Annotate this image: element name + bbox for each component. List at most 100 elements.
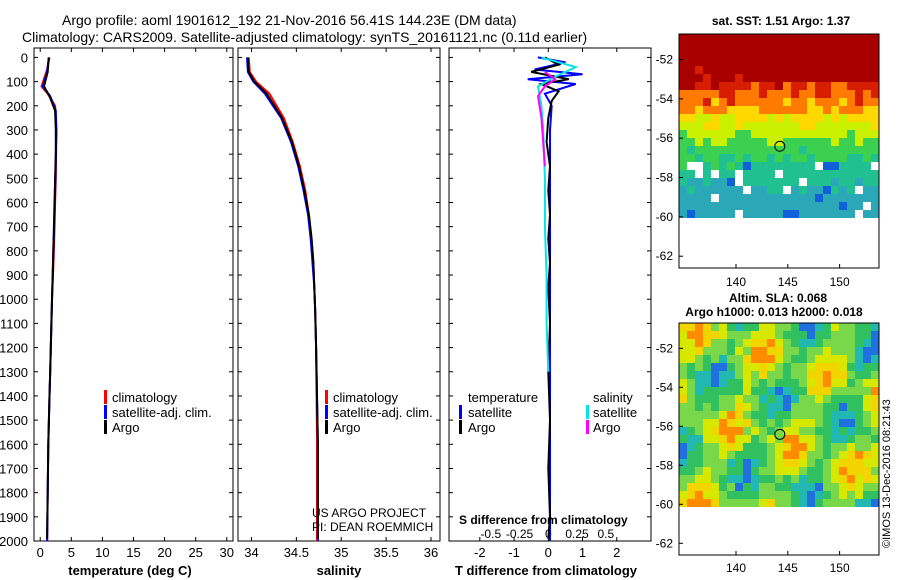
sst-cell [703,58,711,66]
sla-cell [703,451,711,459]
sst-cell [823,130,831,138]
sla-cell [695,451,703,459]
sla-cell [855,491,863,499]
sla-cell [855,467,863,475]
sla-cell [871,347,879,355]
sla-cell [743,379,751,387]
sla-cell [791,483,799,491]
sst-cell [831,146,839,154]
sst-cell [799,50,807,58]
sst-cell [775,66,783,74]
sla-cell [767,467,775,475]
sla-cell [743,435,751,443]
sla-cell [711,355,719,363]
sst-cell [695,186,703,194]
sst-cell [695,58,703,66]
sst-cell [687,210,695,218]
temperature-y-ticks [34,56,233,542]
sst-cell [791,154,799,162]
sst-cell [711,210,719,218]
sst-cell [799,74,807,82]
imos-watermark: ©IMOS 13-Dec-2016 08:21:43 [881,399,893,548]
depth-tick-label: 1400 [0,389,28,404]
depth-tick-label: 2000 [0,534,28,549]
sla-cell [839,323,847,331]
sst-cell [759,90,767,98]
sla-cell [863,427,871,435]
sla-cell [783,435,791,443]
sst-cell [711,170,719,178]
sst-cell [799,202,807,210]
sst-cell [839,138,847,146]
sla-cell [775,411,783,419]
sla-cell [679,451,687,459]
sst-cell [831,154,839,162]
sst-cell [823,178,831,186]
sla-cell [839,339,847,347]
sst-cell [855,210,863,218]
sla-cell [711,387,719,395]
sla-cell [863,435,871,443]
sst-cell [727,106,735,114]
sst-cell [847,58,855,66]
sst-cell [687,90,695,98]
sst-cell [743,114,751,122]
sla-cell [751,491,759,499]
sla-cell [679,419,687,427]
sla-cell [719,355,727,363]
sla-cell [791,427,799,435]
sla-cell [791,347,799,355]
sst-cell [743,162,751,170]
sst-cell [735,42,743,50]
sst-cell [847,146,855,154]
sst-cell [703,90,711,98]
sla-cell [679,395,687,403]
sla-cell [807,363,815,371]
legend-s-argo-swatch [586,420,589,434]
sla-cell [775,419,783,427]
sst-cell [727,50,735,58]
sst-cell [855,146,863,154]
sst-cell [815,194,823,202]
sla-cell [719,339,727,347]
sla-cell [703,499,711,507]
sla-cell [831,443,839,451]
sla-cell [823,363,831,371]
sla-cell [727,491,735,499]
sla-cell [783,491,791,499]
sla-cell [783,355,791,363]
sla-cell [783,451,791,459]
sst-cell [871,162,879,170]
lat-tick-label: -54 [656,92,674,106]
sla-cell [799,371,807,379]
sla-cell [687,427,695,435]
sst-cell [703,162,711,170]
lat-tick-label: -56 [656,419,674,433]
sst-cell [823,114,831,122]
sst-cell [695,178,703,186]
sst-cell [855,66,863,74]
sla-cell [775,323,783,331]
sst-cell [679,74,687,82]
sst-cell [807,162,815,170]
sst-cell [839,146,847,154]
sla-cell [815,403,823,411]
sla-cell [847,347,855,355]
sst-cell [711,50,719,58]
sst-cell [823,186,831,194]
sla-cell [735,419,743,427]
sst-cell [847,66,855,74]
sla-cell [703,491,711,499]
sla-cell [791,363,799,371]
sla-cell [823,459,831,467]
sst-cell [711,34,719,42]
sst-cell [687,98,695,106]
sla-cell [751,371,759,379]
sst-cell [815,154,823,162]
sst-cell [695,114,703,122]
sst-cell [839,42,847,50]
sst-cell [791,106,799,114]
sla-cell [743,475,751,483]
x-tick-label: 36 [424,545,438,560]
sst-cell [791,146,799,154]
